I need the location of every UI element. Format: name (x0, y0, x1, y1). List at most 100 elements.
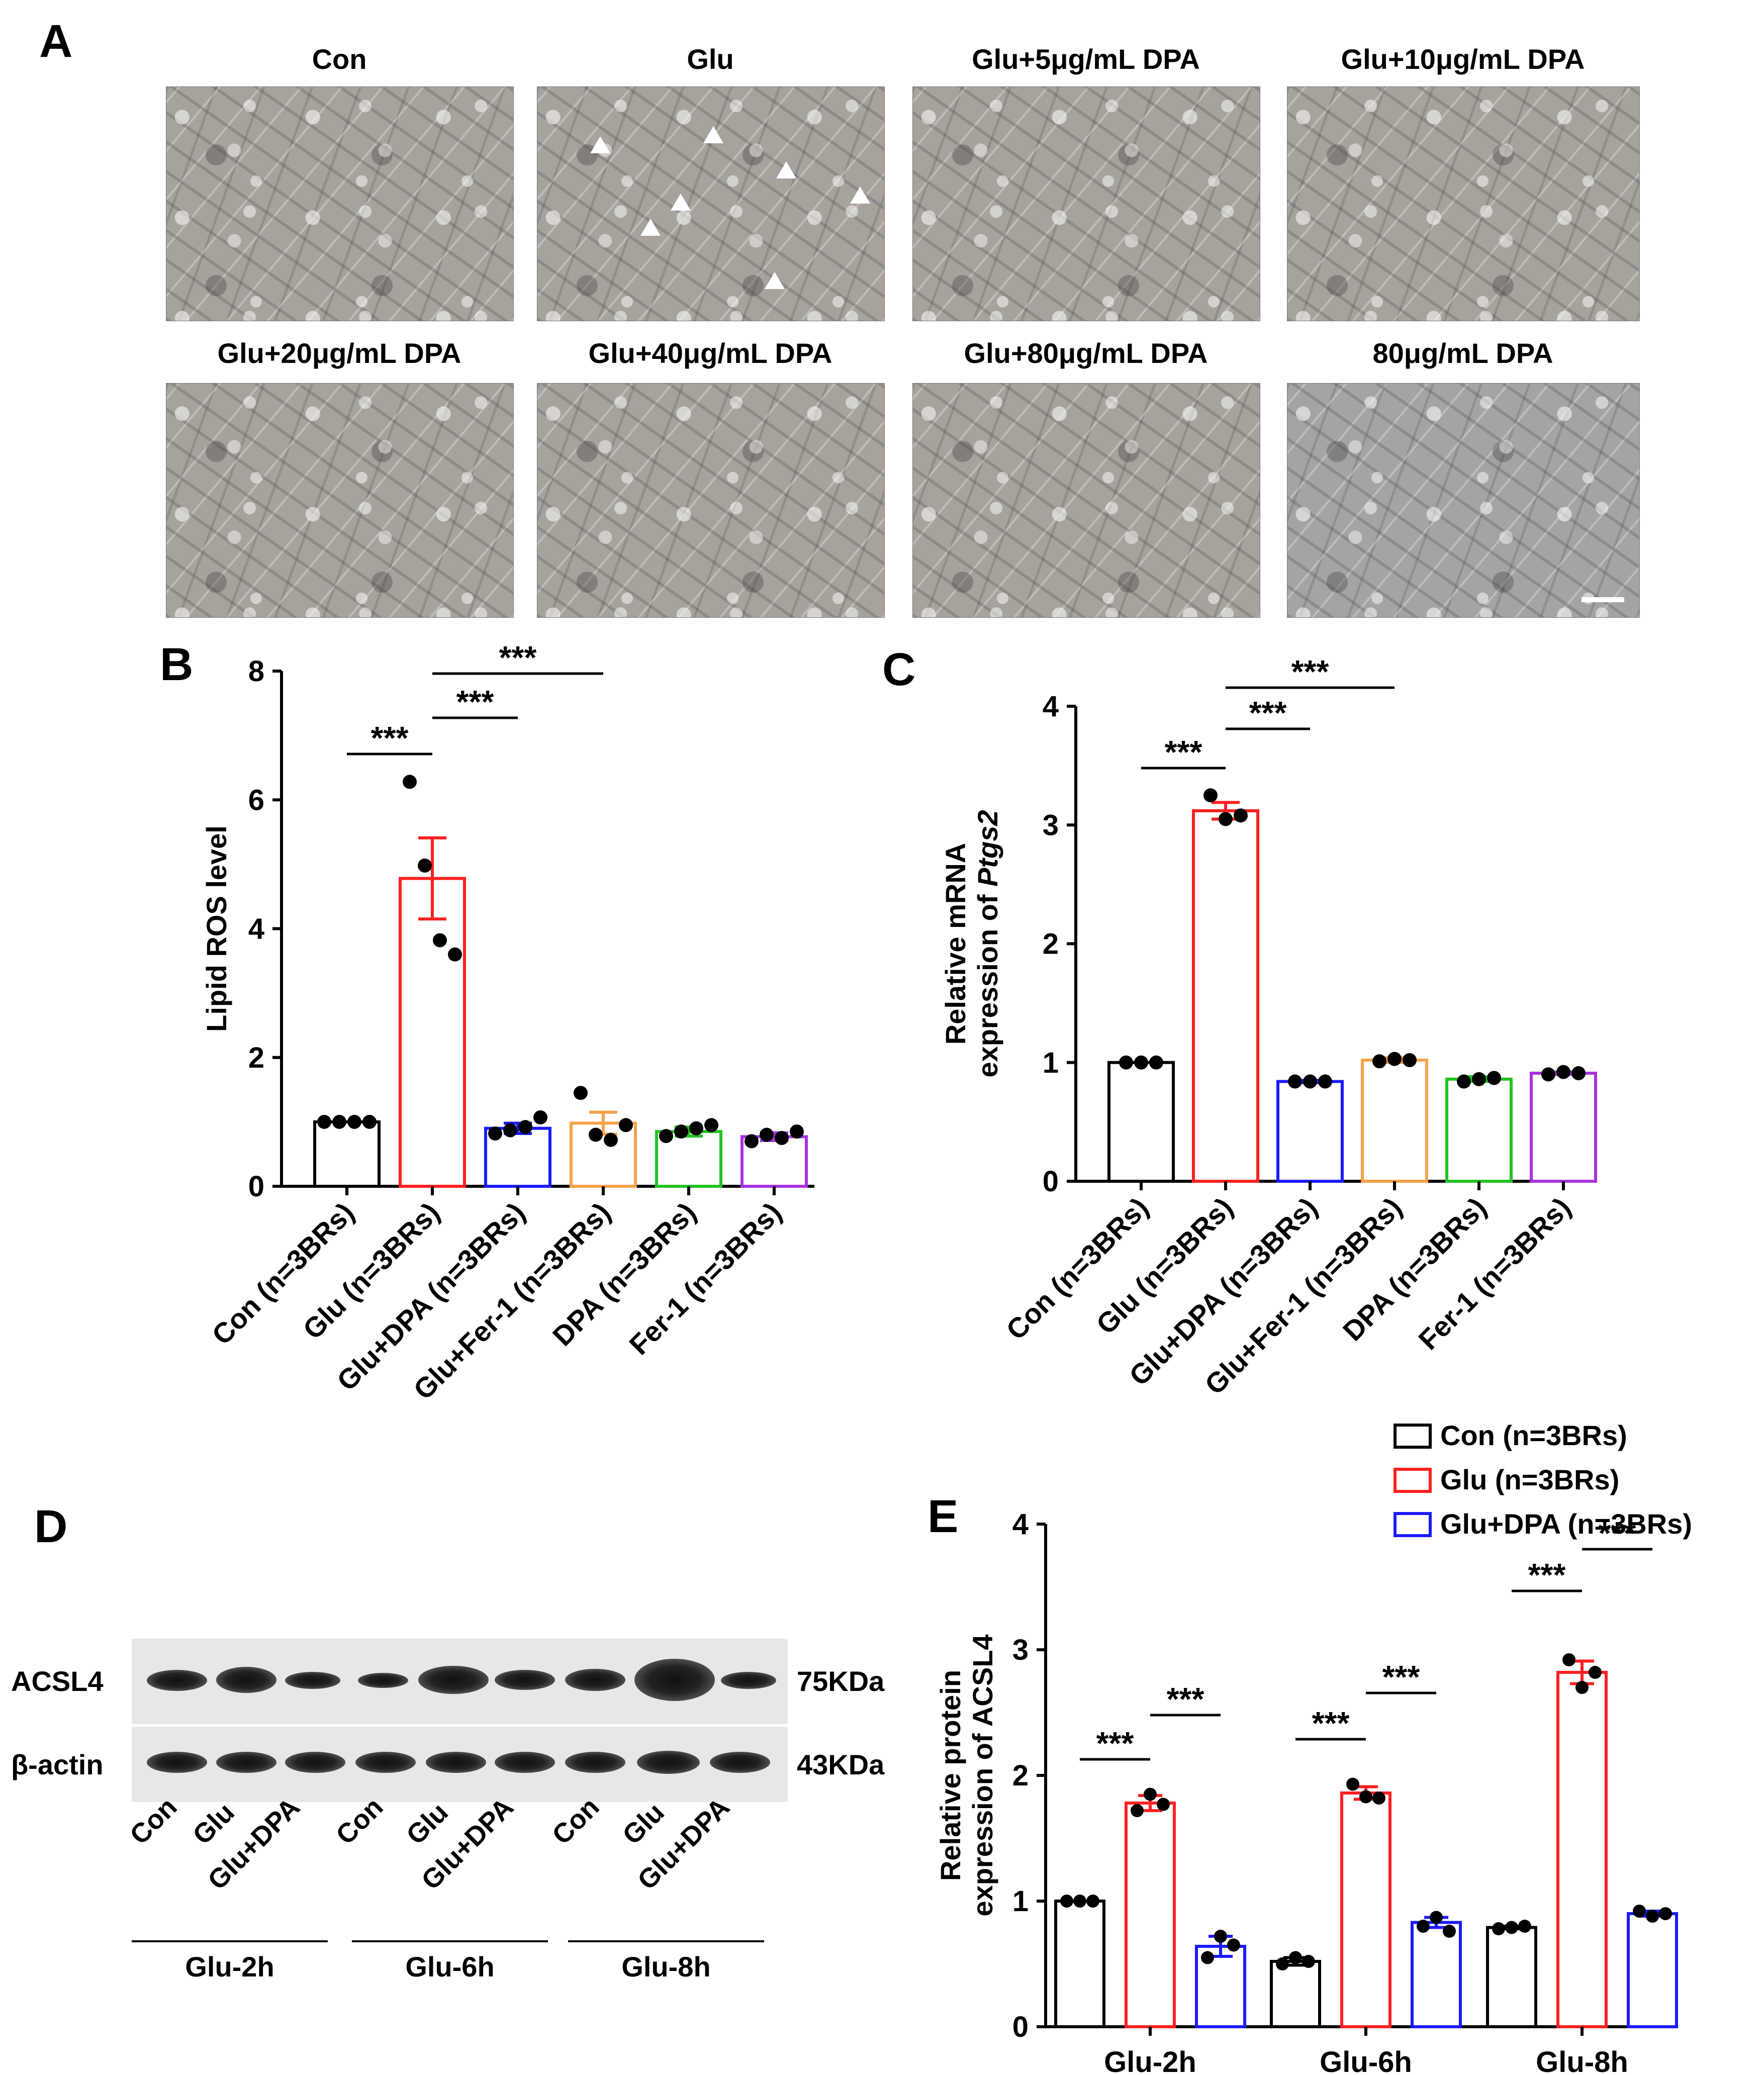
legend-swatch (1394, 1424, 1432, 1449)
data-point (589, 1127, 603, 1142)
band (426, 1752, 486, 1773)
x-tick-label: Glu-2h (1104, 2046, 1196, 2075)
blot-beta-actin (132, 1727, 788, 1802)
panel-label-b: B (160, 639, 194, 690)
y-tick-label: 6 (248, 784, 264, 816)
data-point (1575, 1681, 1589, 1694)
data-point (1359, 1790, 1372, 1804)
band (710, 1752, 770, 1773)
y-axis-title: expression of Ptgs2 (972, 810, 1003, 1077)
data-point (1131, 1804, 1144, 1817)
bar (313, 1120, 381, 1188)
data-point (347, 1114, 361, 1129)
bar (1530, 1072, 1597, 1183)
chart-acsl4-protein: 0 1 2 3 4 Relative protein expression of ACSL4… (935, 1420, 1692, 2075)
data-point (433, 933, 447, 948)
y-axis-title: expression of ACSL4 (967, 1634, 998, 1916)
y-tick-label: 1 (1012, 1885, 1029, 1918)
data-point (704, 1118, 718, 1133)
dead-cell-arrowhead (640, 219, 661, 236)
y-tick-label: 4 (1012, 1508, 1029, 1541)
panel-label-d: D (34, 1501, 68, 1552)
band (565, 1752, 625, 1773)
data-point (1134, 1055, 1148, 1070)
micrograph-title-con: Con (312, 43, 367, 75)
blot-acsl4 (132, 1639, 788, 1724)
y-tick-label: 1 (1043, 1047, 1059, 1079)
data-point (1372, 1054, 1386, 1069)
legend-swatch (1394, 1468, 1432, 1493)
data-point (689, 1121, 703, 1136)
micrograph-glu-20 (166, 383, 514, 618)
y-tick-label: 3 (1012, 1634, 1029, 1666)
data-point (317, 1114, 331, 1129)
panel-label-c: C (882, 644, 916, 695)
micrograph-glu-5 (912, 86, 1260, 321)
data-point (1086, 1895, 1099, 1908)
protein-label-beta-actin: β-actin (11, 1749, 104, 1780)
x-tick-label: Glu-8h (1536, 2046, 1628, 2075)
data-point (619, 1118, 633, 1133)
band (721, 1672, 776, 1689)
data-point (1589, 1666, 1602, 1679)
y-tick-label: 0 (1012, 2011, 1029, 2043)
band (216, 1667, 276, 1693)
chart-ptgs2: 0 1 2 3 4 Relative mRNA expression of Ptgs2 Con… (940, 653, 1597, 1400)
data-point (488, 1126, 502, 1141)
significance-label: *** (1167, 1681, 1204, 1717)
data-point (604, 1133, 618, 1147)
data-point (1387, 1052, 1402, 1066)
dead-cell-arrowhead (703, 126, 723, 143)
dead-cell-arrowhead (765, 272, 785, 289)
data-point (1289, 1951, 1302, 1964)
x-tick-label: DPA (n=3BRs) (1337, 1191, 1493, 1347)
data-point (1346, 1777, 1359, 1791)
data-point (674, 1124, 688, 1139)
data-point (503, 1123, 517, 1138)
data-point (1276, 1957, 1289, 1970)
band (285, 1752, 345, 1773)
data-point (1659, 1907, 1672, 1920)
y-tick-label: 8 (248, 655, 264, 688)
bar (1361, 1059, 1428, 1183)
significance-label: *** (1528, 1557, 1566, 1593)
micrograph-glu-10 (1287, 86, 1640, 321)
y-axis-title: Relative mRNA (940, 843, 971, 1045)
dead-cell-arrowhead (776, 161, 796, 178)
data-point (1060, 1895, 1073, 1908)
data-point (332, 1114, 346, 1129)
panel-label-e: E (927, 1491, 959, 1542)
data-point (1571, 1066, 1586, 1081)
legend-swatch (1394, 1512, 1432, 1537)
y-tick-label: 4 (248, 913, 264, 946)
group-line (132, 1940, 328, 1942)
size-label-75kda: 75KDa (797, 1665, 885, 1697)
bar (399, 877, 466, 1188)
x-tick-label: Fer-1 (n=3BRs) (623, 1196, 787, 1361)
band (355, 1752, 416, 1773)
significance-label: *** (1312, 1705, 1350, 1741)
significance-label: *** (1291, 653, 1329, 690)
significance-label: *** (499, 639, 537, 676)
data-point (1633, 1905, 1646, 1918)
band (634, 1659, 715, 1701)
data-point (1457, 1074, 1471, 1089)
bar (1486, 1926, 1537, 2028)
bar (1192, 809, 1259, 1183)
data-point (1073, 1895, 1086, 1908)
legend-label: Glu (n=3BRs) (1440, 1464, 1619, 1495)
data-point (1562, 1653, 1575, 1666)
x-tick-label: Fer-1 (n=3BRs) (1412, 1191, 1576, 1356)
data-point (1201, 1951, 1214, 1964)
micrograph-dpa-80 (1287, 383, 1640, 618)
data-point (1443, 1925, 1456, 1938)
micrograph-glu-80 (912, 383, 1260, 618)
significance-label: *** (1599, 1515, 1636, 1551)
data-point (1119, 1055, 1133, 1070)
data-point (1144, 1787, 1157, 1801)
group-line (568, 1940, 764, 1942)
y-tick-label: 2 (248, 1042, 264, 1074)
data-point (775, 1130, 789, 1145)
legend-label: Con (n=3BRs) (1440, 1420, 1627, 1451)
data-point (1234, 808, 1248, 823)
